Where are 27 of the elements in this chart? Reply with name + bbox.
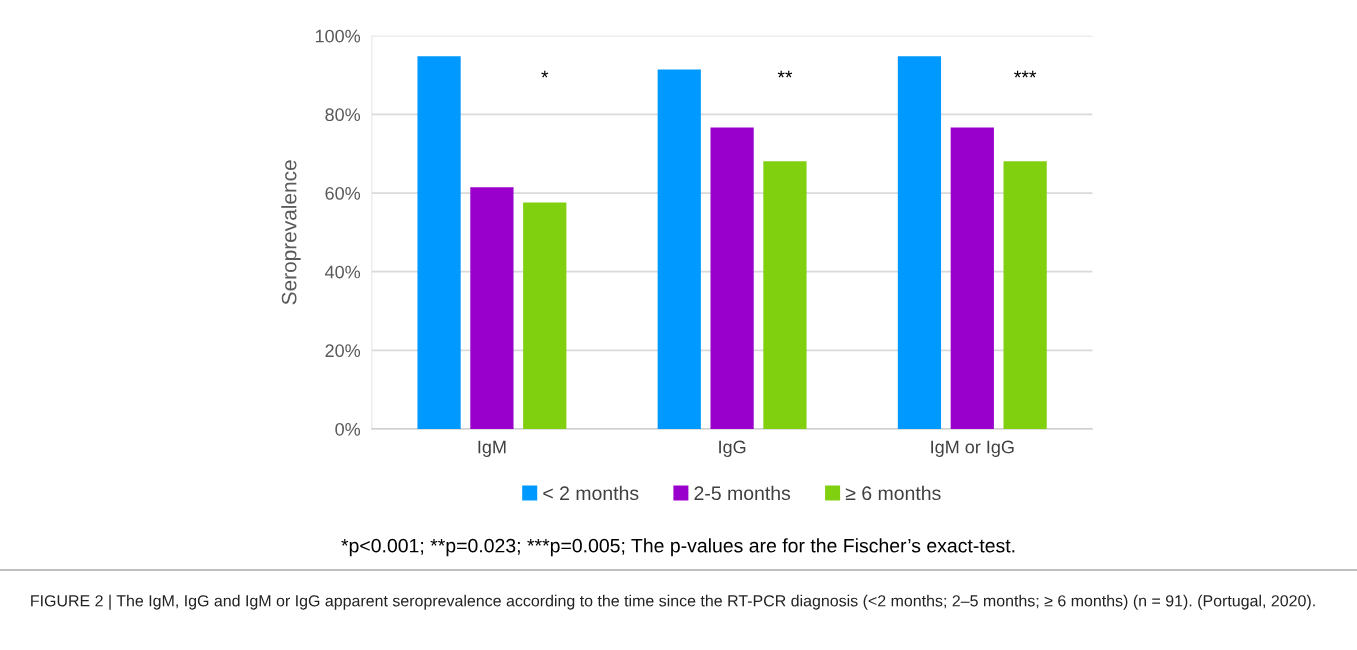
- y-tick-label: 40%: [324, 265, 361, 279]
- bar: [1003, 161, 1047, 429]
- y-tick-label: 80%: [325, 108, 361, 122]
- bar: [523, 202, 567, 429]
- bar: [710, 127, 754, 429]
- y-tick-label: 20%: [325, 344, 361, 358]
- annotation: **: [777, 70, 793, 78]
- y-axis-title: Seroprevalence: [281, 160, 301, 305]
- y-tick-label: 100%: [315, 29, 361, 43]
- bar: [950, 127, 994, 429]
- bar: [763, 161, 807, 429]
- annotation: *: [541, 70, 549, 78]
- annotation: ***: [1014, 70, 1037, 78]
- legend-label: < 2 months: [543, 485, 639, 501]
- text: *p<0.001; **p=0.023; ***p=0.005; The p-values are for the Fischer’s exact-test.: [341, 538, 1015, 557]
- bar: [657, 69, 701, 429]
- y-tick-label: 60%: [325, 186, 361, 200]
- caption: FIGURE 2 | The IgM, IgG and IgM or IgG apparent seroprevalence according to the time since the RT-PCR diagnosis (<2 months; 2–5 months; ≥ 6 months) (n = 91). (Portugal, 2020).: [31, 594, 1315, 610]
- x-tick-label: IgM: [478, 440, 506, 457]
- bar: [470, 187, 514, 429]
- y-tick-label: 0%: [335, 422, 361, 436]
- legend-label: ≥ 6 months: [845, 485, 941, 501]
- bar: [897, 56, 942, 429]
- x-tick-label: IgM or IgG: [931, 440, 1014, 457]
- bar: [417, 56, 461, 429]
- x-tick-label: IgG: [719, 440, 746, 457]
- legend-label: 2-5 months: [694, 485, 791, 501]
